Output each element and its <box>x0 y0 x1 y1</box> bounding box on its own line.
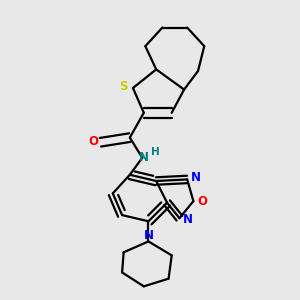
Text: N: N <box>183 213 193 226</box>
Text: H: H <box>151 147 160 157</box>
Text: N: N <box>190 171 201 184</box>
Text: O: O <box>198 195 208 208</box>
Text: N: N <box>143 230 154 242</box>
Text: S: S <box>119 80 127 93</box>
Text: O: O <box>88 135 99 148</box>
Text: N: N <box>139 151 149 164</box>
